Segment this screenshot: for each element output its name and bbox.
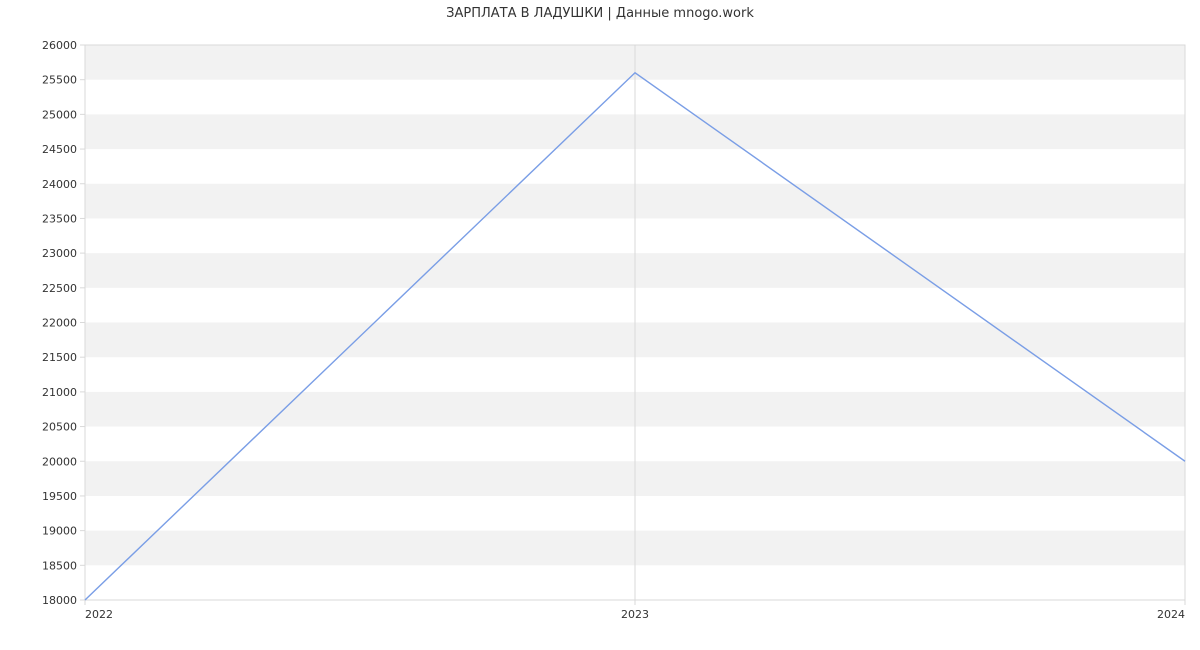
y-tick-label: 23000 <box>42 247 77 260</box>
y-tick-label: 22500 <box>42 282 77 295</box>
y-tick-label: 26000 <box>42 39 77 52</box>
x-tick-label: 2023 <box>621 608 649 621</box>
y-tick-label: 20000 <box>42 455 77 468</box>
y-tick-label: 18500 <box>42 559 77 572</box>
y-tick-label: 20500 <box>42 421 77 434</box>
y-tick-label: 22000 <box>42 317 77 330</box>
y-tick-label: 21000 <box>42 386 77 399</box>
y-tick-label: 23500 <box>42 212 77 225</box>
y-tick-label: 25500 <box>42 74 77 87</box>
x-tick-label: 2024 <box>1157 608 1185 621</box>
y-tick-label: 25000 <box>42 108 77 121</box>
y-tick-label: 24500 <box>42 143 77 156</box>
y-tick-label: 19500 <box>42 490 77 503</box>
y-tick-label: 18000 <box>42 594 77 607</box>
chart-container: ЗАРПЛАТА В ЛАДУШКИ | Данные mnogo.work 1… <box>0 0 1200 650</box>
chart-plot: 18000 18500 19000 19500 20000 20500 21000 21500… <box>0 0 1200 650</box>
y-tick-label: 21500 <box>42 351 77 364</box>
x-tick-label: 2022 <box>85 608 113 621</box>
y-tick-label: 19000 <box>42 525 77 538</box>
y-tick-label: 24000 <box>42 178 77 191</box>
